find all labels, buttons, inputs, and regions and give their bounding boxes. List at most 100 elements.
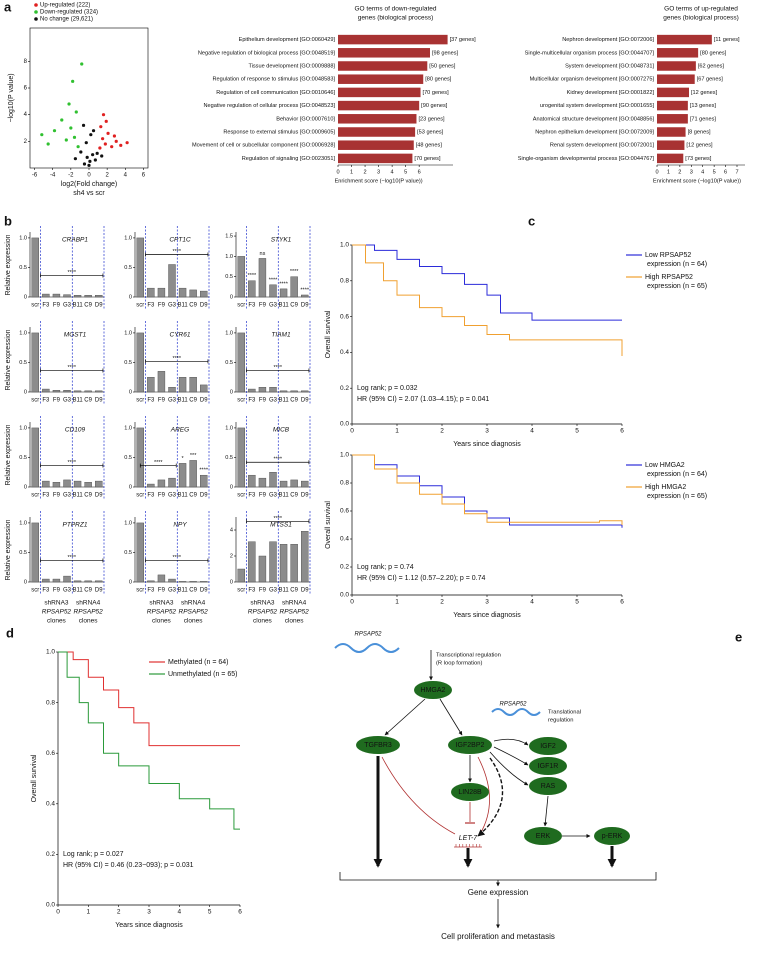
- x-tick-label: scr: [31, 588, 39, 594]
- point: [76, 145, 80, 149]
- x-tick-label: scr: [31, 493, 39, 499]
- node-label: IGF2: [540, 743, 556, 750]
- x-tick-label: F3: [147, 493, 155, 499]
- point: [82, 162, 87, 166]
- y-tick-label: 0.5: [19, 265, 27, 271]
- x-tick-label: 6: [724, 169, 727, 175]
- group-label: RPSAP52: [74, 609, 104, 616]
- point: [71, 79, 75, 83]
- point: [99, 125, 103, 129]
- bar: [657, 34, 712, 45]
- y-tick-label: 0.2: [340, 564, 349, 571]
- point: [87, 163, 91, 167]
- bar: [657, 87, 689, 98]
- x-tick-label: F9: [53, 398, 61, 404]
- bar: [95, 480, 103, 488]
- node-label: RAS: [541, 783, 556, 790]
- node: [529, 737, 567, 755]
- bar: [52, 482, 61, 488]
- x-tick-label: scr: [31, 303, 39, 309]
- x-tick-label: C9: [84, 398, 92, 404]
- y-axis-label: Overall survival: [325, 501, 332, 549]
- x-tick-label: -4: [50, 173, 56, 179]
- x-tick-label: B11: [278, 398, 289, 404]
- bar: [301, 390, 309, 393]
- rna-wave: [334, 643, 400, 653]
- point: [91, 129, 96, 133]
- group-label: RPSAP52: [147, 609, 177, 616]
- x-tick-label: D9: [200, 398, 208, 404]
- y-axis-label: Relative expression: [5, 329, 12, 390]
- y-tick-label: 0.5: [19, 455, 27, 461]
- x-tick-label: F3: [248, 588, 256, 594]
- bar: [95, 390, 103, 393]
- annotation: HR (95% CI) = 1.12 (0.57–2.20); p = 0.74: [357, 575, 486, 582]
- x-tick-label: G3: [269, 493, 278, 499]
- survival-curve: [58, 651, 240, 830]
- y-tick-label: 0.5: [124, 360, 132, 366]
- x-tick-label: 2: [678, 169, 681, 175]
- category-label: System development [GO:0048731]: [565, 63, 654, 69]
- bar: [136, 237, 144, 298]
- x-tick-label: F3: [42, 303, 50, 309]
- y-tick-label: 0: [230, 579, 233, 585]
- gene-count-label: [53 genes]: [417, 129, 444, 135]
- x-tick-label: B11: [72, 588, 83, 594]
- group-label: RPSAP52: [248, 609, 278, 616]
- category-label: Behavior [GO:0007610]: [276, 116, 335, 122]
- category-label: Negative regulation of cellular process …: [203, 103, 335, 109]
- x-tick-label: 6: [142, 173, 146, 179]
- x-tick-label: scr: [136, 493, 144, 499]
- x-tick-label: B11: [177, 493, 188, 499]
- significance-label: ****: [290, 269, 299, 275]
- bar: [42, 578, 50, 583]
- x-axis-label: Enrichment score (−log10(P value)): [653, 178, 741, 184]
- arrow: [493, 738, 529, 746]
- bar: [338, 74, 424, 84]
- gene-count-label: [98 genes]: [432, 50, 459, 56]
- x-tick-label: F3: [248, 398, 256, 404]
- point: [91, 153, 95, 157]
- significance-label: ****: [67, 365, 76, 371]
- significance-label: ****: [300, 287, 309, 293]
- survival-curve: [352, 244, 623, 356]
- chart-title: MICB: [273, 427, 290, 434]
- y-tick-label: 0.2: [340, 385, 349, 392]
- bar: [52, 578, 61, 583]
- x-tick-label: 3: [485, 428, 489, 435]
- point: [64, 138, 68, 142]
- x-tick-label: G3: [168, 588, 177, 594]
- gene-count-label: [71 genes]: [690, 116, 717, 122]
- x-tick-label: B11: [72, 303, 83, 309]
- rna-label: RPSAP52: [499, 702, 527, 708]
- gene-count-label: [50 genes]: [429, 63, 456, 69]
- y-axis-label: Relative expression: [5, 234, 12, 295]
- gene-count-label: [11 genes]: [714, 37, 740, 43]
- gene-count-label: [70 genes]: [423, 90, 450, 96]
- bar: [42, 388, 50, 393]
- x-tick-label: B11: [177, 303, 188, 309]
- significance-label: ****: [199, 468, 208, 474]
- note: Transcriptional regulation: [436, 653, 501, 659]
- x-tick-label: scr: [237, 493, 245, 499]
- gene-count-label: [73 genes]: [685, 156, 712, 162]
- point: [112, 134, 117, 138]
- y-tick-label: 0: [129, 294, 132, 300]
- y-tick-label: 2: [24, 139, 28, 145]
- bar: [31, 522, 39, 583]
- bar: [168, 578, 176, 583]
- x-tick-label: G3: [168, 303, 177, 309]
- group-label: clones: [152, 618, 172, 625]
- y-tick-label: 1.0: [340, 452, 349, 459]
- significance-label: ****: [172, 356, 181, 362]
- bar: [338, 114, 417, 124]
- y-tick-label: 4: [230, 527, 233, 533]
- x-tick-label: D9: [95, 303, 103, 309]
- bar: [338, 61, 428, 71]
- bar: [657, 140, 685, 150]
- panel-label: a: [4, 0, 12, 14]
- category-label: Nephron epithelium development [GO:00720…: [535, 129, 654, 135]
- x-tick-label: D9: [200, 493, 208, 499]
- survival-curve: [58, 651, 240, 747]
- point: [84, 141, 88, 145]
